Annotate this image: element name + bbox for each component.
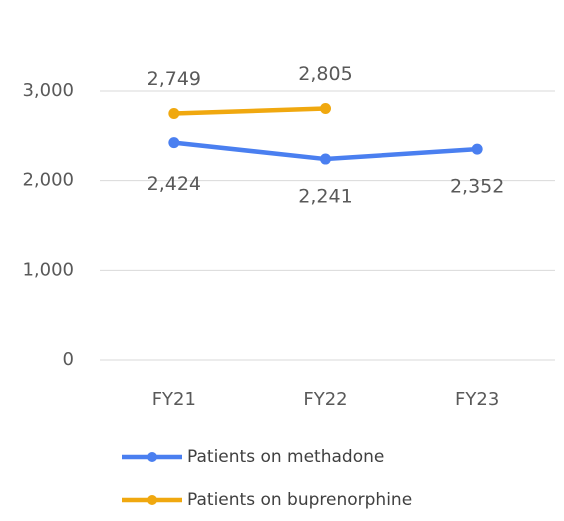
point-marker <box>471 143 483 155</box>
y-tick-label: 3,000 <box>22 80 74 101</box>
data-label: 2,805 <box>298 63 352 85</box>
data-label: 2,352 <box>450 176 504 198</box>
series-line <box>173 106 326 116</box>
y-tick-label: 2,000 <box>22 170 74 191</box>
point-marker <box>168 108 180 120</box>
legend-label: Patients on buprenorphine <box>187 490 412 510</box>
y-tick-label: 0 <box>63 349 74 370</box>
point-marker <box>320 102 331 114</box>
legend-marker <box>147 452 157 462</box>
legend-label: Patients on methadone <box>187 447 384 467</box>
x-tick-label: FY22 <box>303 389 347 410</box>
data-label: 2,241 <box>298 186 352 208</box>
data-label: 2,749 <box>147 68 201 90</box>
data-label: 2,424 <box>147 173 201 195</box>
x-tick-label: FY23 <box>455 389 499 410</box>
point-marker <box>320 153 331 165</box>
point-marker <box>168 137 180 149</box>
y-tick-label: 1,000 <box>22 259 74 280</box>
legend-marker <box>147 495 157 505</box>
x-tick-label: FY21 <box>152 389 196 410</box>
